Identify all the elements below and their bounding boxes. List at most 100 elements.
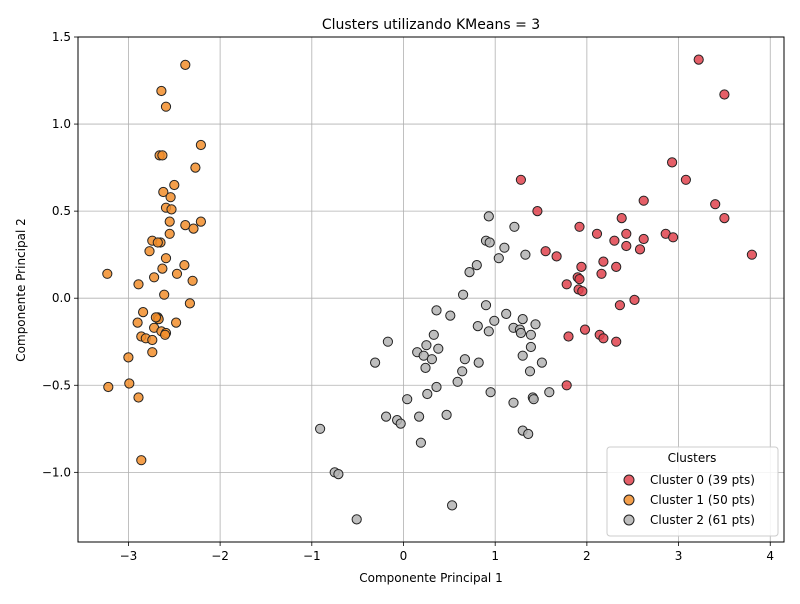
data-point-cluster-2 (493, 253, 504, 264)
data-point-cluster-1 (138, 307, 149, 318)
data-point-cluster-2 (431, 381, 442, 393)
data-point-cluster-0 (634, 244, 646, 255)
data-point-cluster-0 (574, 274, 585, 285)
data-point-cluster-2 (520, 249, 531, 260)
data-point-cluster-2 (433, 343, 444, 354)
data-point-cluster-0 (598, 256, 609, 267)
data-point-cluster-1 (166, 204, 177, 215)
data-point-cluster-2 (457, 366, 468, 377)
data-point-cluster-1 (152, 237, 163, 248)
data-point-cluster-2 (499, 242, 510, 253)
data-point-cluster-2 (528, 394, 539, 405)
data-point-cluster-2 (515, 327, 527, 339)
x-axis: −3 −2 −1 0 1 2 3 4 (120, 542, 774, 563)
data-point-cluster-0 (693, 54, 704, 65)
x-tick-label: −2 (211, 549, 229, 563)
data-point-cluster-1 (171, 268, 183, 279)
data-point-cluster-0 (574, 221, 585, 232)
data-point-cluster-0 (629, 294, 640, 305)
data-point-cluster-0 (719, 89, 730, 100)
y-tick-label: 0.5 (52, 204, 71, 218)
data-point-cluster-2 (509, 221, 520, 232)
data-point-cluster-1 (133, 392, 144, 403)
data-point-cluster-0 (746, 249, 758, 260)
data-point-cluster-1 (144, 246, 155, 257)
data-point-cluster-2 (508, 397, 519, 408)
data-point-cluster-1 (150, 312, 161, 323)
data-point-cluster-0 (577, 286, 588, 297)
data-point-cluster-1 (156, 85, 167, 97)
data-point-cluster-1 (160, 253, 172, 264)
data-point-cluster-2 (428, 329, 439, 340)
data-point-cluster-0 (710, 199, 721, 210)
data-point-cluster-2 (525, 341, 537, 353)
data-point-cluster-1 (190, 162, 201, 173)
data-point-cluster-2 (421, 340, 432, 351)
data-point-cluster-2 (382, 336, 393, 347)
data-point-cluster-1 (157, 263, 168, 274)
x-tick-label: 1 (491, 549, 499, 563)
data-point-cluster-1 (164, 216, 175, 227)
legend-marker (623, 514, 635, 526)
data-point-cluster-0 (638, 195, 649, 206)
x-tick-label: 4 (766, 549, 774, 563)
data-point-cluster-1 (103, 381, 114, 393)
data-point-cluster-1 (124, 378, 135, 389)
data-point-cluster-2 (517, 314, 528, 325)
data-points (102, 54, 758, 525)
data-point-cluster-2 (483, 211, 494, 222)
data-point-cluster-1 (160, 329, 171, 340)
x-tick-label: 3 (675, 549, 683, 563)
legend-box (606, 446, 779, 537)
data-point-cluster-1 (171, 317, 182, 328)
y-axis-label: Componente Principal 2 (14, 218, 28, 361)
y-tick-label: 1.0 (52, 117, 71, 131)
data-point-cluster-2 (471, 260, 482, 271)
data-point-cluster-0 (616, 213, 627, 224)
legend-entry-label: Cluster 2 (61 pts) (650, 513, 755, 527)
data-point-cluster-0 (591, 228, 603, 239)
data-point-cluster-2 (441, 409, 452, 420)
data-point-cluster-2 (333, 469, 344, 480)
data-point-cluster-1 (160, 101, 172, 112)
data-point-cluster-0 (561, 279, 572, 290)
data-point-cluster-2 (524, 366, 536, 377)
chart-title: Clusters utilizando KMeans = 3 (322, 17, 540, 33)
series-cluster-1 (102, 59, 206, 466)
x-axis-label: Componente Principal 1 (359, 571, 502, 585)
x-tick-label: 0 (400, 549, 408, 563)
data-point-cluster-0 (598, 333, 609, 344)
data-point-cluster-1 (149, 272, 160, 283)
legend-entry-label: Cluster 1 (50 pts) (650, 493, 755, 507)
y-tick-label: 1.5 (52, 30, 71, 44)
data-point-cluster-1 (147, 334, 158, 346)
data-point-cluster-0 (563, 331, 574, 342)
data-point-cluster-2 (402, 394, 413, 405)
data-point-cluster-2 (414, 411, 425, 422)
data-point-cluster-1 (184, 298, 195, 309)
data-point-cluster-1 (147, 347, 158, 358)
data-point-cluster-2 (370, 357, 381, 368)
data-point-cluster-1 (187, 275, 198, 286)
data-point-cluster-2 (426, 354, 437, 365)
data-point-cluster-0 (611, 261, 622, 272)
legend-title: Clusters (668, 451, 717, 465)
data-point-cluster-0 (579, 324, 591, 335)
data-point-cluster-2 (536, 357, 548, 368)
data-point-cluster-0 (561, 380, 572, 391)
data-point-cluster-2 (351, 514, 362, 525)
data-point-cluster-2 (459, 354, 470, 365)
data-point-cluster-1 (179, 260, 190, 271)
data-point-cluster-1 (169, 179, 180, 191)
data-point-cluster-2 (472, 321, 483, 332)
data-point-cluster-2 (483, 326, 494, 337)
data-point-cluster-2 (415, 437, 426, 448)
data-point-cluster-2 (525, 329, 537, 340)
legend-entry-label: Cluster 0 (39 pts) (650, 473, 755, 487)
data-point-cluster-2 (464, 267, 475, 278)
data-point-cluster-0 (596, 268, 607, 279)
data-point-cluster-0 (668, 232, 679, 243)
data-point-cluster-1 (195, 216, 206, 227)
series-cluster-2 (315, 211, 555, 525)
plot-frame (77, 36, 785, 543)
